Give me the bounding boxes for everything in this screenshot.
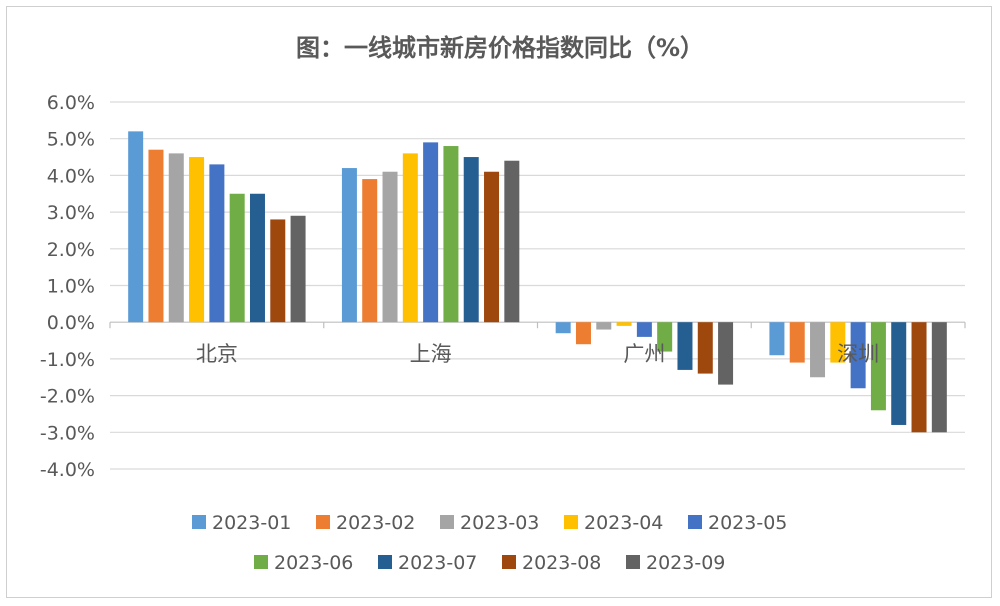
legend-swatch [378, 555, 392, 569]
bar [128, 131, 144, 323]
bar [484, 171, 500, 323]
bar [209, 164, 225, 323]
bar [810, 322, 826, 378]
y-tick-label: 6.0% [47, 92, 95, 114]
y-tick-label: -1.0% [40, 349, 95, 371]
bar [423, 142, 439, 323]
legend-swatch [254, 555, 268, 569]
legend-label: 2023-08 [522, 552, 601, 574]
y-tick-label: 3.0% [47, 202, 95, 224]
y-tick-label: 5.0% [47, 129, 95, 151]
legend-swatch [192, 515, 206, 529]
x-category-label: 上海 [410, 342, 452, 366]
bar [870, 322, 886, 411]
y-tick-label: -2.0% [40, 386, 95, 408]
legend: 2023-01 2023-02 2023-03 2023-04 2023-05 2023-… [192, 512, 787, 574]
legend-swatch [502, 555, 516, 569]
y-tick-label: 1.0% [47, 276, 95, 298]
y-tick-label: 0.0% [47, 312, 95, 334]
legend-swatch [626, 555, 640, 569]
legend-label: 2023-04 [584, 512, 663, 534]
bar [341, 168, 357, 323]
legend-label: 2023-02 [336, 512, 415, 534]
bar [443, 146, 459, 323]
legend-label: 2023-07 [398, 552, 477, 574]
legend-label: 2023-05 [708, 512, 787, 534]
bar [504, 160, 520, 323]
bar [189, 157, 205, 323]
bar [697, 322, 713, 374]
bar [931, 322, 947, 433]
bar [789, 322, 805, 363]
y-axis-ticks: 6.0% 5.0% 4.0% 3.0% 2.0% 1.0% 0.0% -1.0% -2.0% -3… [40, 92, 95, 481]
bar [270, 219, 286, 323]
bars [128, 131, 947, 433]
bar [657, 322, 673, 352]
legend-label: 2023-03 [460, 512, 539, 534]
bar [911, 322, 927, 433]
bar [229, 193, 245, 323]
legend-label: 2023-09 [646, 552, 725, 574]
bar [636, 322, 652, 337]
bar [362, 179, 378, 323]
bar [555, 322, 571, 334]
bar [596, 322, 612, 330]
legend-swatch [316, 515, 330, 529]
bar [616, 322, 632, 326]
legend-label: 2023-01 [212, 512, 291, 534]
x-category-label: 北京 [196, 342, 238, 366]
bar [148, 149, 164, 323]
bar [718, 322, 734, 385]
legend-swatch [688, 515, 702, 529]
bar [168, 153, 184, 323]
bar [382, 171, 398, 323]
y-tick-label: -3.0% [40, 422, 95, 444]
x-category-label: 广州 [623, 342, 665, 366]
bar [249, 193, 265, 323]
legend-swatch [440, 515, 454, 529]
chart-title: 图：一线城市新房价格指数同比（%） [296, 34, 704, 62]
bar [575, 322, 591, 345]
bar [677, 322, 693, 370]
bar [402, 153, 418, 323]
y-tick-label: 4.0% [47, 165, 95, 187]
bar [850, 322, 866, 389]
category-labels: 北京 上海 广州 深圳 [196, 342, 879, 366]
bar [463, 157, 479, 323]
bar [290, 215, 306, 323]
bar [891, 322, 907, 425]
bar [769, 322, 785, 356]
bar [830, 322, 846, 363]
y-tick-label: -4.0% [40, 459, 95, 481]
x-category-label: 深圳 [837, 342, 879, 366]
legend-swatch [564, 515, 578, 529]
legend-label: 2023-06 [274, 552, 353, 574]
y-tick-label: 2.0% [47, 239, 95, 261]
